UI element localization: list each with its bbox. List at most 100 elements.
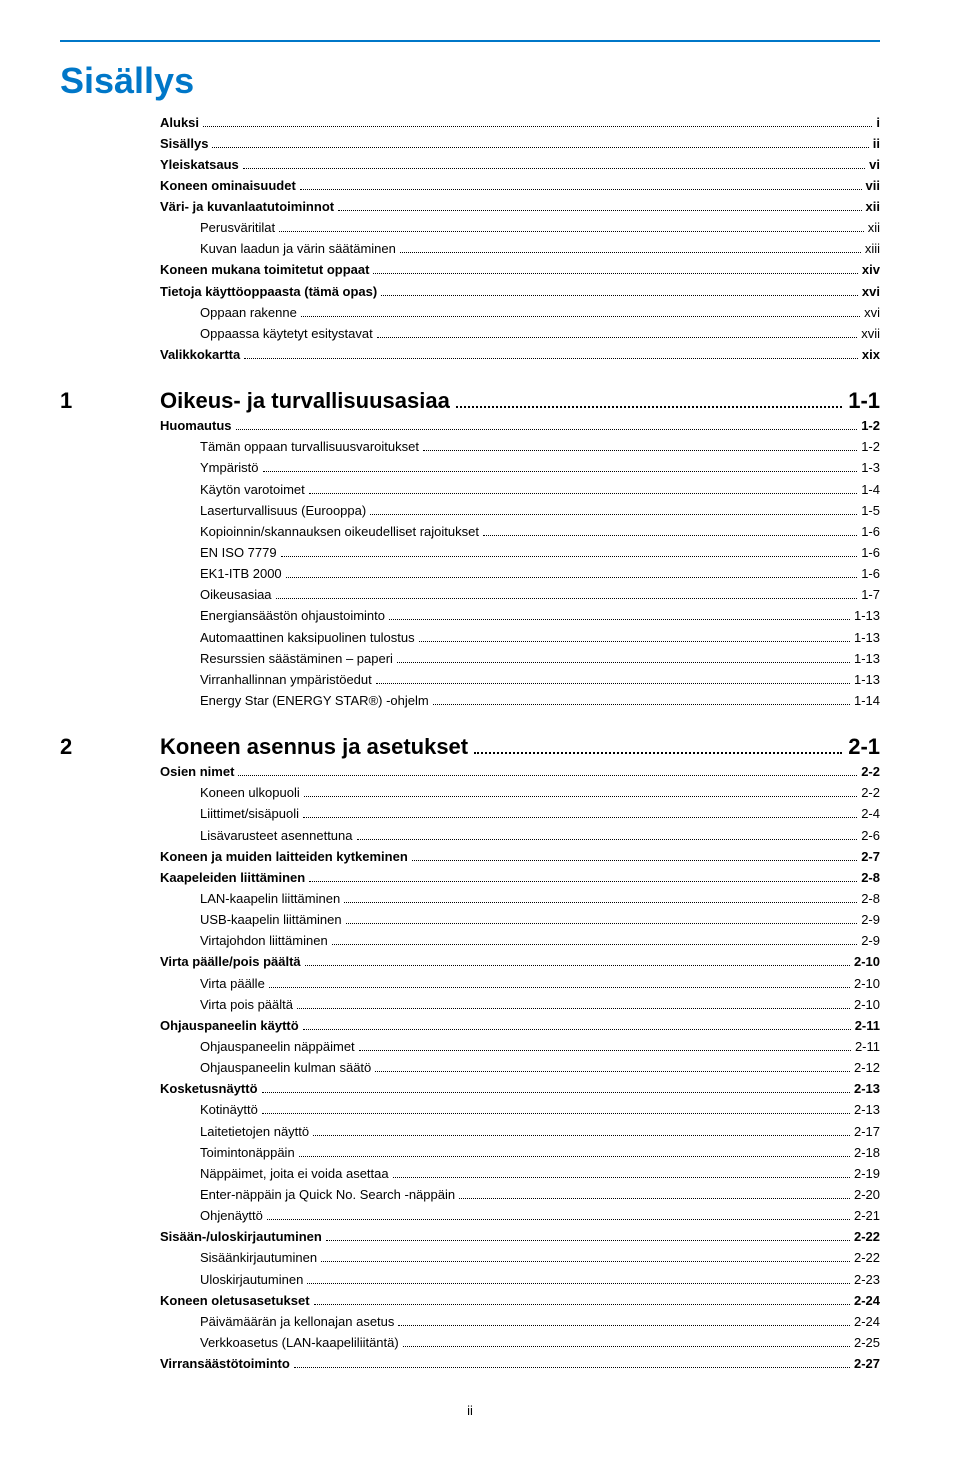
chapter-number: 1 [60,388,160,414]
chapter-title: Oikeus- ja turvallisuusasiaa [160,388,450,414]
toc-entry-page: 2-22 [854,1248,880,1268]
toc-leader-dots [299,1156,850,1157]
toc-leader-dots [403,1346,850,1347]
toc-leader-dots [300,189,862,190]
toc-entry: EN ISO 7779 1-6 [60,543,880,564]
toc-leader-dots [262,1113,850,1114]
toc-leader-dots [370,514,857,515]
toc-entry: Tietoja käyttöoppaasta (tämä opas) xvi [60,281,880,302]
toc-entry: Perusväritilat xii [60,218,880,239]
toc-leader-dots [236,429,858,430]
toc-leader-dots [297,1008,850,1009]
toc-entry-page: 2-13 [854,1079,880,1099]
toc-entry: USB-kaapelin liittäminen 2-9 [60,910,880,931]
top-rule [60,40,880,42]
toc-entry: Uloskirjautuminen 2-23 [60,1269,880,1290]
toc-leader-dots [375,1071,850,1072]
toc-entry-label: Osien nimet [60,762,234,782]
toc-entry-page: xvi [862,282,880,302]
toc-entry-page: 2-8 [861,868,880,888]
toc-entry-page: 1-6 [861,564,880,584]
chapters-list: 1Oikeus- ja turvallisuusasiaa 1-1Huomaut… [60,388,880,1375]
toc-leader-dots [243,168,865,169]
toc-entry: Valikkokartta xix [60,345,880,366]
toc-entry-label: Ohjauspaneelin näppäimet [60,1037,355,1057]
toc-entry: Aluksi i [60,112,880,133]
toc-entry: Oppaassa käytetyt esitystavat xvii [60,323,880,344]
chapter-items: Huomautus 1-2Tämän oppaan turvallisuusva… [60,416,880,712]
toc-entry-page: 2-8 [861,889,880,909]
toc-entry: Ohjenäyttö 2-21 [60,1206,880,1227]
toc-entry-page: 2-13 [854,1100,880,1120]
toc-leader-dots [304,796,857,797]
toc-entry-label: Virta päälle [60,974,265,994]
toc-entry: Ohjauspaneelin näppäimet 2-11 [60,1036,880,1057]
toc-entry-label: Tietoja käyttöoppaasta (tämä opas) [60,282,377,302]
toc-entry-label: Sisään-/uloskirjautuminen [60,1227,322,1247]
chapter-page: 2-1 [848,734,880,760]
toc-entry-page: 2-10 [854,974,880,994]
toc-entry: Virta päälle/pois päältä 2-10 [60,952,880,973]
toc-entry-label: Kuvan laadun ja värin säätäminen [60,239,396,259]
toc-entry: Toimintonäppäin 2-18 [60,1142,880,1163]
toc-entry: Kuvan laadun ja värin säätäminen xiii [60,239,880,260]
toc-entry-page: 2-9 [861,910,880,930]
toc-entry-label: USB-kaapelin liittäminen [60,910,342,930]
toc-leader-dots [389,619,850,620]
toc-leader-dots [286,577,858,578]
toc-entry-label: Sisäänkirjautuminen [60,1248,317,1268]
chapter-heading: 1Oikeus- ja turvallisuusasiaa 1-1 [60,388,880,414]
toc-page: Sisällys Aluksi iSisällys iiYleiskatsaus… [0,0,960,1458]
toc-leader-dots [459,1198,850,1199]
toc-entry-page: 2-23 [854,1270,880,1290]
toc-leader-dots [419,641,850,642]
toc-leader-dots [267,1219,850,1220]
toc-entry-label: Ympäristö [60,458,259,478]
toc-entry-page: 2-2 [861,783,880,803]
toc-leader-dots [244,358,858,359]
toc-entry-page: 2-11 [855,1037,880,1057]
toc-entry-label: Koneen oletusasetukset [60,1291,310,1311]
toc-entry-label: Virta päälle/pois päältä [60,952,301,972]
toc-entry: Koneen oletusasetukset 2-24 [60,1290,880,1311]
toc-leader-dots [309,493,857,494]
toc-entry-page: 1-6 [861,522,880,542]
toc-entry-page: vi [869,155,880,175]
toc-leader-dots [373,273,857,274]
toc-entry: Sisään-/uloskirjautuminen 2-22 [60,1227,880,1248]
toc-entry-label: Kopioinnin/skannauksen oikeudelliset raj… [60,522,479,542]
toc-entry: Osien nimet 2-2 [60,762,880,783]
toc-entry: Oikeusasiaa 1-7 [60,585,880,606]
toc-leader-dots [203,126,872,127]
toc-entry-page: xvi [864,303,880,323]
toc-entry: Automaattinen kaksipuolinen tulostus 1-1… [60,627,880,648]
toc-entry-label: LAN-kaapelin liittäminen [60,889,340,909]
toc-entry: Kotinäyttö 2-13 [60,1100,880,1121]
chapter-title: Koneen asennus ja asetukset [160,734,468,760]
toc-leader-dots [412,860,857,861]
toc-leader-dots [307,1283,850,1284]
toc-entry: Sisäänkirjautuminen 2-22 [60,1248,880,1269]
toc-entry-label: Koneen ulkopuoli [60,783,300,803]
toc-leader-dots [303,817,857,818]
toc-entry-label: Ohjenäyttö [60,1206,263,1226]
toc-entry-label: Perusväritilat [60,218,275,238]
toc-entry-page: 2-24 [854,1291,880,1311]
toc-leader-dots [474,752,842,754]
toc-entry-page: 1-13 [854,649,880,669]
toc-entry-page: 2-17 [854,1122,880,1142]
toc-leader-dots [433,704,850,705]
toc-leader-dots [238,775,857,776]
toc-entry-label: Laserturvallisuus (Eurooppa) [60,501,366,521]
toc-entry: Kosketusnäyttö 2-13 [60,1079,880,1100]
toc-entry-label: Liittimet/sisäpuoli [60,804,299,824]
toc-entry-page: 2-21 [854,1206,880,1226]
front-matter-list: Aluksi iSisällys iiYleiskatsaus viKoneen… [60,112,880,366]
toc-entry: Energiansäästön ohjaustoiminto 1-13 [60,606,880,627]
toc-entry-page: 2-20 [854,1185,880,1205]
toc-leader-dots [377,337,858,338]
toc-leader-dots [393,1177,850,1178]
toc-entry-page: xvii [861,324,880,344]
toc-entry-page: 2-11 [855,1016,880,1036]
toc-leader-dots [397,662,850,663]
